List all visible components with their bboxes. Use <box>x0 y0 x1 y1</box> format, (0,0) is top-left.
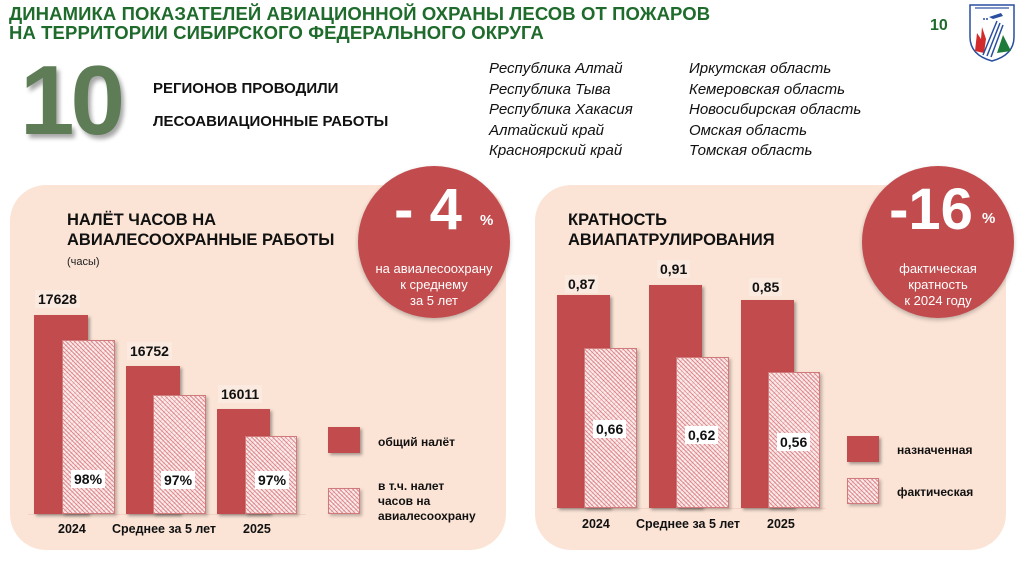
value-label: 0,62 <box>685 426 719 444</box>
change-value: - 4 <box>394 177 462 242</box>
legend-swatch-total <box>328 427 360 453</box>
percent-sign: % <box>480 212 494 229</box>
region-item: Кемеровская область <box>689 80 846 98</box>
percent-label: 97% <box>161 471 196 489</box>
value-label: 0,87 <box>565 275 599 293</box>
region-item: Красноярский край <box>489 142 623 159</box>
change-value: -16 <box>889 177 973 242</box>
x-category: 2025 <box>767 517 795 531</box>
percent-sign: % <box>982 210 996 227</box>
bar-protection-average <box>153 395 206 514</box>
title-line-1: ДИНАМИКА ПОКАЗАТЕЛЕЙ АВИАЦИОННОЙ ОХРАНЫ … <box>9 3 711 24</box>
legend-swatch-protection <box>328 488 360 514</box>
x-category: 2024 <box>582 517 610 531</box>
units-label: (часы) <box>67 256 100 268</box>
value-label: 16752 <box>127 342 172 360</box>
page-number: 10 <box>930 17 948 34</box>
value-label: 17628 <box>35 290 80 308</box>
value-label: 16011 <box>218 385 263 403</box>
legend-label-total: общий налёт <box>378 435 456 449</box>
regions-label-line-1: РЕГИОНОВ ПРОВОДИЛИ <box>153 80 339 97</box>
percent-label: 98% <box>71 470 106 488</box>
region-item: Иркутская область <box>689 60 832 77</box>
page-title: ДИНАМИКА ПОКАЗАТЕЛЕЙ АВИАЦИОННОЙ ОХРАНЫ … <box>9 4 710 42</box>
value-label: 0,91 <box>657 260 691 278</box>
x-axis-line <box>552 508 826 509</box>
x-category: 2024 <box>58 522 86 536</box>
region-item: Томская область <box>689 142 813 159</box>
legend-swatch-assigned <box>847 436 879 462</box>
flight-hours-title: НАЛЁТ ЧАСОВ НА АВИАЛЕСООХРАННЫЕ РАБОТЫ <box>67 210 334 250</box>
legend-swatch-actual <box>847 478 879 504</box>
value-label: 0,56 <box>777 433 811 451</box>
flight-hours-change-badge: - 4 % на авиалесоохрану к среднему за 5 … <box>358 166 510 318</box>
x-axis-line <box>28 514 306 515</box>
region-item: Омская область <box>689 121 808 139</box>
value-label: 0,66 <box>593 420 627 438</box>
title-line-2: НА ТЕРРИТОРИИ СИБИРСКОГО ФЕДЕРАЛЬНОГО ОК… <box>9 22 544 43</box>
patrol-rate-title-line-1: КРАТНОСТЬ <box>568 211 667 229</box>
region-item: Новосибирская область <box>689 101 862 118</box>
emblem-icon <box>967 3 1017 63</box>
legend-label-protection: в т.ч. налет часов на авиалесоохрану <box>378 479 476 523</box>
regions-count: 10 <box>20 45 125 155</box>
flight-hours-title-line-2: АВИАЛЕСООХРАННЫЕ РАБОТЫ <box>67 231 335 249</box>
flight-hours-title-line-1: НАЛЁТ ЧАСОВ НА <box>67 211 217 229</box>
patrol-rate-title: КРАТНОСТЬ АВИАПАТРУЛИРОВАНИЯ <box>568 210 775 250</box>
x-category: Среднее за 5 лет <box>112 522 217 536</box>
regions-label-line-2: ЛЕСОАВИАЦИОННЫЕ РАБОТЫ <box>153 113 389 130</box>
x-category: 2025 <box>243 522 271 536</box>
patrol-rate-change-badge: -16 % фактическая кратность к 2024 году <box>862 166 1014 318</box>
value-label: 0,85 <box>749 278 783 296</box>
percent-label: 97% <box>255 471 290 489</box>
change-caption: фактическая кратность к 2024 году <box>899 261 977 308</box>
x-category: Среднее за 5 лет <box>636 517 741 531</box>
legend-label-assigned: назначенная <box>897 443 973 457</box>
region-item: Республика Алтай <box>489 60 623 77</box>
region-item: Алтайский край <box>489 121 605 139</box>
patrol-rate-title-line-2: АВИАПАТРУЛИРОВАНИЯ <box>568 231 775 249</box>
region-item: Республика Тыва <box>489 80 611 98</box>
region-item: Республика Хакасия <box>489 101 633 118</box>
regions-list-column-1: Республика Алтай Республика Тыва Республ… <box>489 59 633 162</box>
regions-list-column-2: Иркутская область Кемеровская область Но… <box>689 59 861 162</box>
change-caption: на авиалесоохрану к среднему за 5 лет <box>375 261 493 308</box>
legend-label-actual: фактическая <box>897 485 974 499</box>
